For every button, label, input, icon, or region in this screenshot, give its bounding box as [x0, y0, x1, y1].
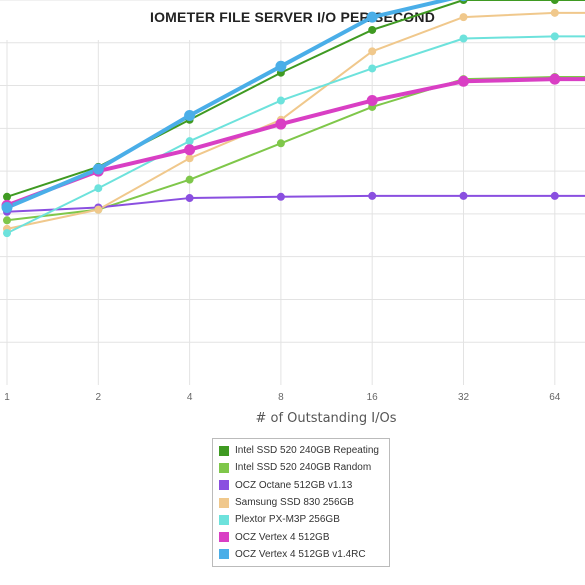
legend-swatch [219, 514, 229, 525]
legend-label: OCZ Octane 512GB v1.13 [235, 479, 353, 491]
data-point [185, 175, 194, 184]
data-point [550, 0, 559, 4]
x-tick-label: 8 [278, 392, 284, 400]
legend-label: Intel SSD 520 240GB Repeating [235, 445, 379, 457]
data-point [459, 191, 468, 200]
data-point [368, 47, 377, 56]
x-tick-label: 1 [4, 392, 10, 400]
x-tick-label: 2 [96, 392, 102, 400]
data-point [275, 60, 287, 72]
legend-swatch [219, 497, 229, 508]
data-point [276, 192, 285, 201]
legend-item: Samsung SSD 830 256GB [213, 494, 389, 511]
legend-label: Plextor PX-M3P 256GB [235, 514, 340, 526]
data-point [459, 0, 468, 4]
legend-swatch [219, 480, 229, 491]
legend-item: OCZ Vertex 4 512GB v1.4RC [213, 546, 389, 563]
legend-swatch [219, 445, 229, 456]
legend-label: OCZ Vertex 4 512GB [235, 531, 330, 543]
series-line-6 [6, 77, 585, 208]
data-point [459, 34, 468, 43]
data-point [275, 118, 287, 130]
legend: Intel SSD 520 240GB Repeating Intel SSD 5… [212, 438, 390, 568]
data-point [94, 205, 103, 214]
legend-label: Samsung SSD 830 256GB [235, 497, 354, 509]
series-line-5 [6, 35, 585, 235]
x-tick-label: 16 [367, 392, 379, 400]
legend-item: OCZ Vertex 4 512GB [213, 528, 389, 545]
data-point [458, 75, 469, 87]
data-point [3, 192, 11, 201]
data-point [185, 194, 194, 203]
legend-label: OCZ Vertex 4 512GB v1.4RC [235, 548, 366, 560]
data-point [366, 95, 378, 107]
data-point [94, 184, 103, 193]
data-point [460, 0, 467, 2]
data-point [3, 216, 11, 225]
data-point [185, 137, 194, 146]
data-point [276, 96, 285, 105]
legend-swatch [219, 532, 229, 543]
data-point [184, 110, 196, 121]
x-tick-label: 4 [187, 392, 193, 400]
legend-item: Plextor PX-M3P 256GB [213, 511, 389, 528]
legend-swatch [219, 549, 229, 560]
data-point [459, 13, 468, 22]
data-point [368, 191, 377, 200]
legend-label: Intel SSD 520 240GB Random [235, 462, 372, 474]
data-point [184, 144, 196, 156]
x-tick-labels: 1 2 4 8 16 32 64 [4, 392, 561, 400]
legend-item: Intel SSD 520 240GB Repeating [213, 442, 389, 459]
series-line-7 [6, 0, 455, 210]
data-point [550, 191, 559, 200]
data-point [276, 139, 285, 148]
data-point [366, 11, 378, 23]
data-point [1, 201, 13, 213]
x-tick-label: 32 [458, 392, 470, 400]
data-point [368, 64, 377, 73]
legend-item: OCZ Octane 512GB v1.13 [213, 477, 389, 494]
data-point [92, 163, 104, 175]
series-line-4 [6, 11, 585, 230]
data-point [368, 25, 377, 34]
data-point [550, 8, 559, 17]
line-chart-plot: 1 2 4 8 16 32 64 [0, 0, 585, 400]
series-points [1, 0, 561, 238]
data-point [185, 154, 194, 163]
data-point [550, 32, 559, 41]
legend-swatch [219, 462, 229, 473]
series-line-2 [6, 76, 585, 222]
x-tick-label: 64 [549, 392, 561, 400]
data-point [549, 73, 561, 85]
series-lines [6, 0, 585, 235]
series-line-3 [6, 194, 585, 213]
x-axis-label: # of Outstanding I/Os [255, 411, 397, 426]
legend-item: Intel SSD 520 240GB Random [213, 459, 389, 476]
data-point [3, 229, 11, 238]
